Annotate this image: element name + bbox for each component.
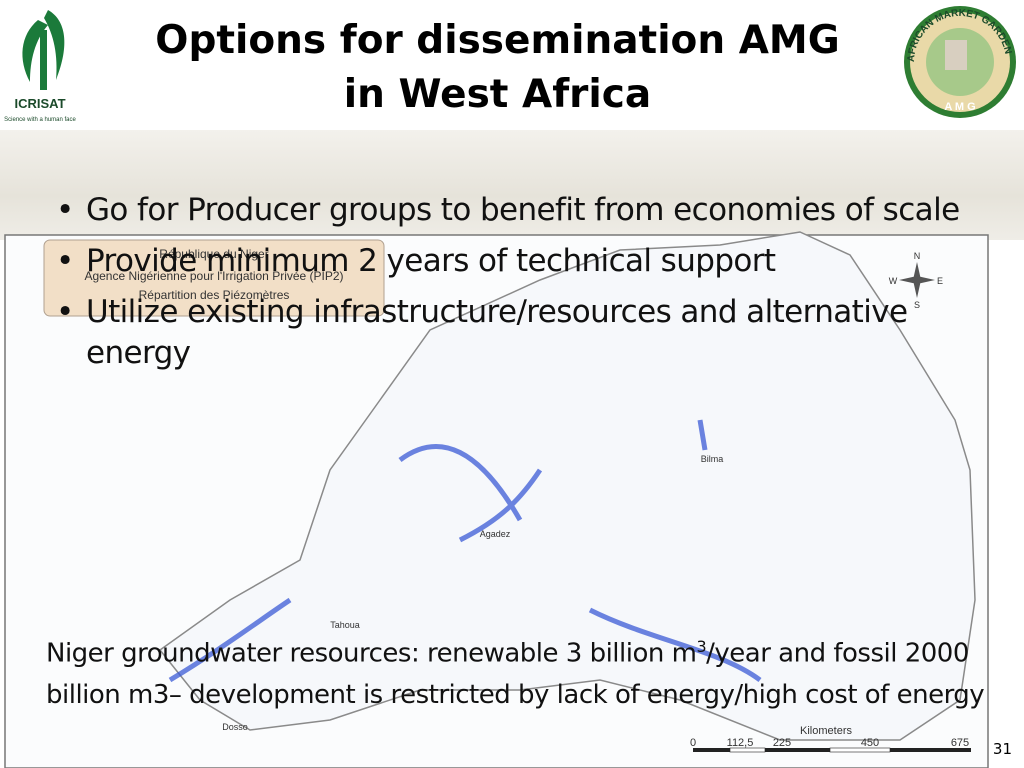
place-label: Bilma — [701, 454, 724, 464]
title-line: in West Africa — [343, 72, 652, 117]
amg-logo: AFRICAN MARKET GARDEN A M G — [904, 6, 1016, 118]
logo-name: ICRISAT — [14, 96, 65, 111]
note-superscript: 3 — [696, 637, 707, 656]
note: Niger groundwater resources: renewable 3… — [46, 626, 996, 716]
scale-label: 0 — [690, 737, 696, 749]
page-number: 31 — [992, 740, 1012, 758]
scale-label: 675 — [951, 737, 969, 749]
place-label: Tahoua — [330, 620, 360, 630]
place-label: Agadez — [480, 529, 511, 539]
note-text: Niger groundwater resources: renewable 3… — [46, 638, 697, 669]
bullet: Go for Producer groups to benefit from e… — [50, 190, 990, 231]
scale-label: 112,5 — [727, 737, 754, 749]
place-label: Dosso — [222, 722, 248, 732]
scale-title: Kilometers — [800, 725, 852, 737]
icrisat-logo: ICRISAT Science with a human face — [0, 0, 88, 128]
logo-initials: A M G — [944, 101, 975, 113]
scale-label: 225 — [773, 737, 791, 749]
scale-label: 450 — [861, 737, 879, 749]
bullet-list: Go for Producer groups to benefit from e… — [50, 190, 990, 384]
bullet: Provide minimum 2 years of technical sup… — [50, 241, 990, 282]
title-line: Options for dissemination AMG — [155, 18, 840, 63]
logo-tagline: Science with a human face — [4, 117, 76, 123]
note-text: /year and fossil 2000 billion m3– develo… — [46, 638, 985, 710]
slide-title: Options for dissemination AMG in West Af… — [90, 14, 905, 122]
bullet: Utilize existing infrastructure/resource… — [50, 292, 990, 374]
